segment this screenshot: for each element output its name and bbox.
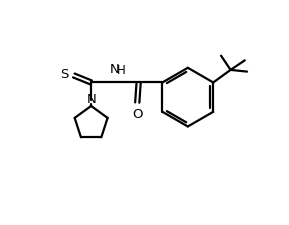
Text: N: N [86, 93, 96, 106]
Text: S: S [60, 68, 69, 81]
Text: N: N [110, 63, 120, 76]
Text: H: H [117, 64, 125, 77]
Text: O: O [132, 108, 142, 121]
